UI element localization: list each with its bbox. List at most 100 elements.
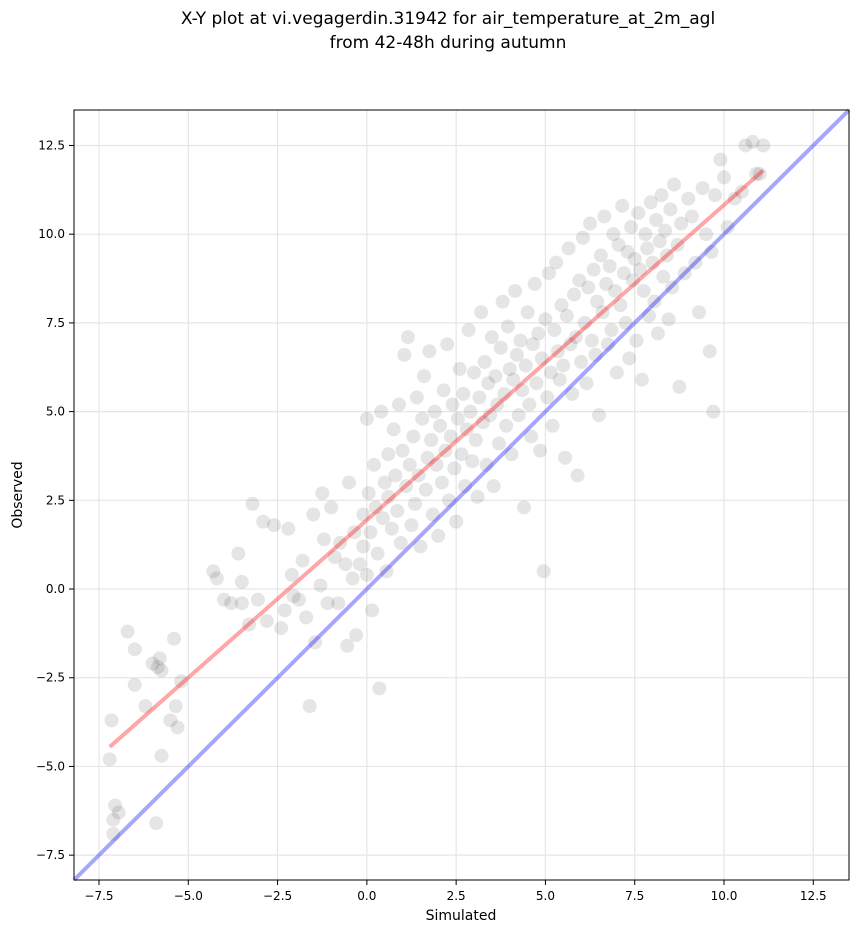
data-point-221 — [642, 308, 656, 323]
data-point-77 — [384, 521, 399, 536]
data-point-113 — [449, 514, 464, 529]
data-point-86 — [400, 330, 415, 345]
data-point-59 — [352, 557, 367, 572]
data-point-195 — [595, 305, 610, 320]
data-point-32 — [259, 613, 274, 628]
data-point-206 — [615, 198, 630, 213]
data-point-152 — [518, 358, 533, 373]
data-point-242 — [688, 255, 703, 270]
data-point-106 — [436, 383, 451, 398]
data-point-70 — [372, 681, 387, 696]
data-point-212 — [625, 273, 640, 288]
data-point-150 — [515, 383, 530, 398]
data-point-114 — [450, 411, 465, 426]
data-point-207 — [617, 266, 631, 281]
data-point-184 — [575, 230, 590, 245]
data-point-22 — [209, 571, 224, 586]
data-point-252 — [720, 220, 735, 235]
data-point-58 — [349, 628, 364, 643]
x-tick-label-3: 0.0 — [357, 889, 376, 903]
data-point-84 — [397, 347, 412, 362]
data-point-192 — [590, 294, 605, 309]
data-point-174 — [558, 450, 573, 465]
data-point-73 — [377, 475, 392, 490]
data-point-15 — [154, 748, 169, 763]
data-point-8 — [127, 642, 142, 657]
data-point-239 — [677, 266, 692, 281]
data-point-188 — [583, 216, 598, 231]
x-tick-label-8: 12.5 — [800, 889, 827, 903]
data-point-69 — [370, 546, 385, 561]
x-tick-label-4: 2.5 — [447, 889, 466, 903]
data-point-227 — [652, 234, 667, 249]
x-axis-label: Simulated — [426, 908, 497, 924]
data-point-215 — [631, 205, 646, 220]
data-point-141 — [499, 418, 514, 433]
y-tick-label-1: −5.0 — [36, 759, 65, 773]
data-point-56 — [345, 571, 360, 586]
data-point-93 — [413, 539, 428, 554]
data-point-48 — [320, 596, 335, 611]
data-point-26 — [234, 596, 249, 611]
plot-frame — [73, 109, 850, 881]
data-point-65 — [363, 525, 378, 540]
data-point-140 — [497, 386, 512, 401]
data-point-165 — [542, 266, 556, 281]
data-point-17 — [168, 699, 183, 714]
data-point-75 — [381, 447, 396, 462]
data-point-172 — [554, 298, 569, 313]
data-point-209 — [620, 244, 635, 259]
data-point-1 — [104, 713, 119, 728]
x-tick-label-7: 10.0 — [711, 889, 738, 903]
data-point-97 — [420, 450, 435, 465]
data-point-82 — [393, 535, 408, 550]
data-point-237 — [672, 379, 687, 394]
data-point-116 — [454, 447, 469, 462]
data-point-159 — [531, 326, 546, 341]
data-point-16 — [163, 713, 178, 728]
data-point-83 — [395, 443, 410, 458]
data-point-81 — [392, 397, 406, 412]
data-point-130 — [479, 457, 494, 472]
x-tick-label-5: 5.0 — [536, 889, 555, 903]
data-point-132 — [483, 408, 498, 423]
data-point-30 — [250, 592, 265, 607]
data-point-45 — [313, 578, 328, 593]
data-point-238 — [674, 216, 689, 231]
data-point-125 — [470, 489, 485, 504]
data-point-173 — [556, 358, 571, 373]
data-point-225 — [649, 213, 664, 227]
grid-lines — [74, 110, 849, 880]
data-point-10 — [145, 656, 160, 671]
data-point-115 — [452, 362, 467, 377]
fit-line — [108, 168, 765, 749]
data-point-9 — [138, 699, 153, 714]
chart-title-line-2: from 42-48h during autumn — [330, 33, 567, 53]
data-point-122 — [465, 454, 480, 469]
data-point-240 — [681, 191, 696, 206]
data-point-216 — [633, 262, 648, 277]
data-point-213 — [627, 252, 642, 267]
data-point-50 — [327, 550, 342, 565]
data-point-123 — [467, 365, 481, 380]
data-point-257 — [749, 166, 764, 181]
data-point-167 — [545, 418, 560, 433]
data-point-139 — [495, 294, 510, 309]
data-point-78 — [386, 422, 401, 437]
data-point-134 — [486, 479, 501, 494]
data-point-40 — [295, 553, 310, 568]
data-point-12 — [152, 651, 167, 666]
data-point-249 — [706, 404, 721, 419]
data-point-199 — [602, 259, 617, 274]
data-point-160 — [533, 443, 548, 458]
data-point-4 — [111, 805, 126, 820]
data-point-233 — [663, 202, 678, 217]
data-point-108 — [440, 337, 455, 352]
data-point-185 — [577, 315, 592, 330]
data-point-28 — [242, 617, 256, 632]
data-point-31 — [256, 514, 271, 529]
data-point-35 — [277, 603, 292, 618]
data-point-91 — [409, 390, 424, 405]
data-point-203 — [609, 365, 624, 380]
data-point-20 — [174, 674, 189, 689]
